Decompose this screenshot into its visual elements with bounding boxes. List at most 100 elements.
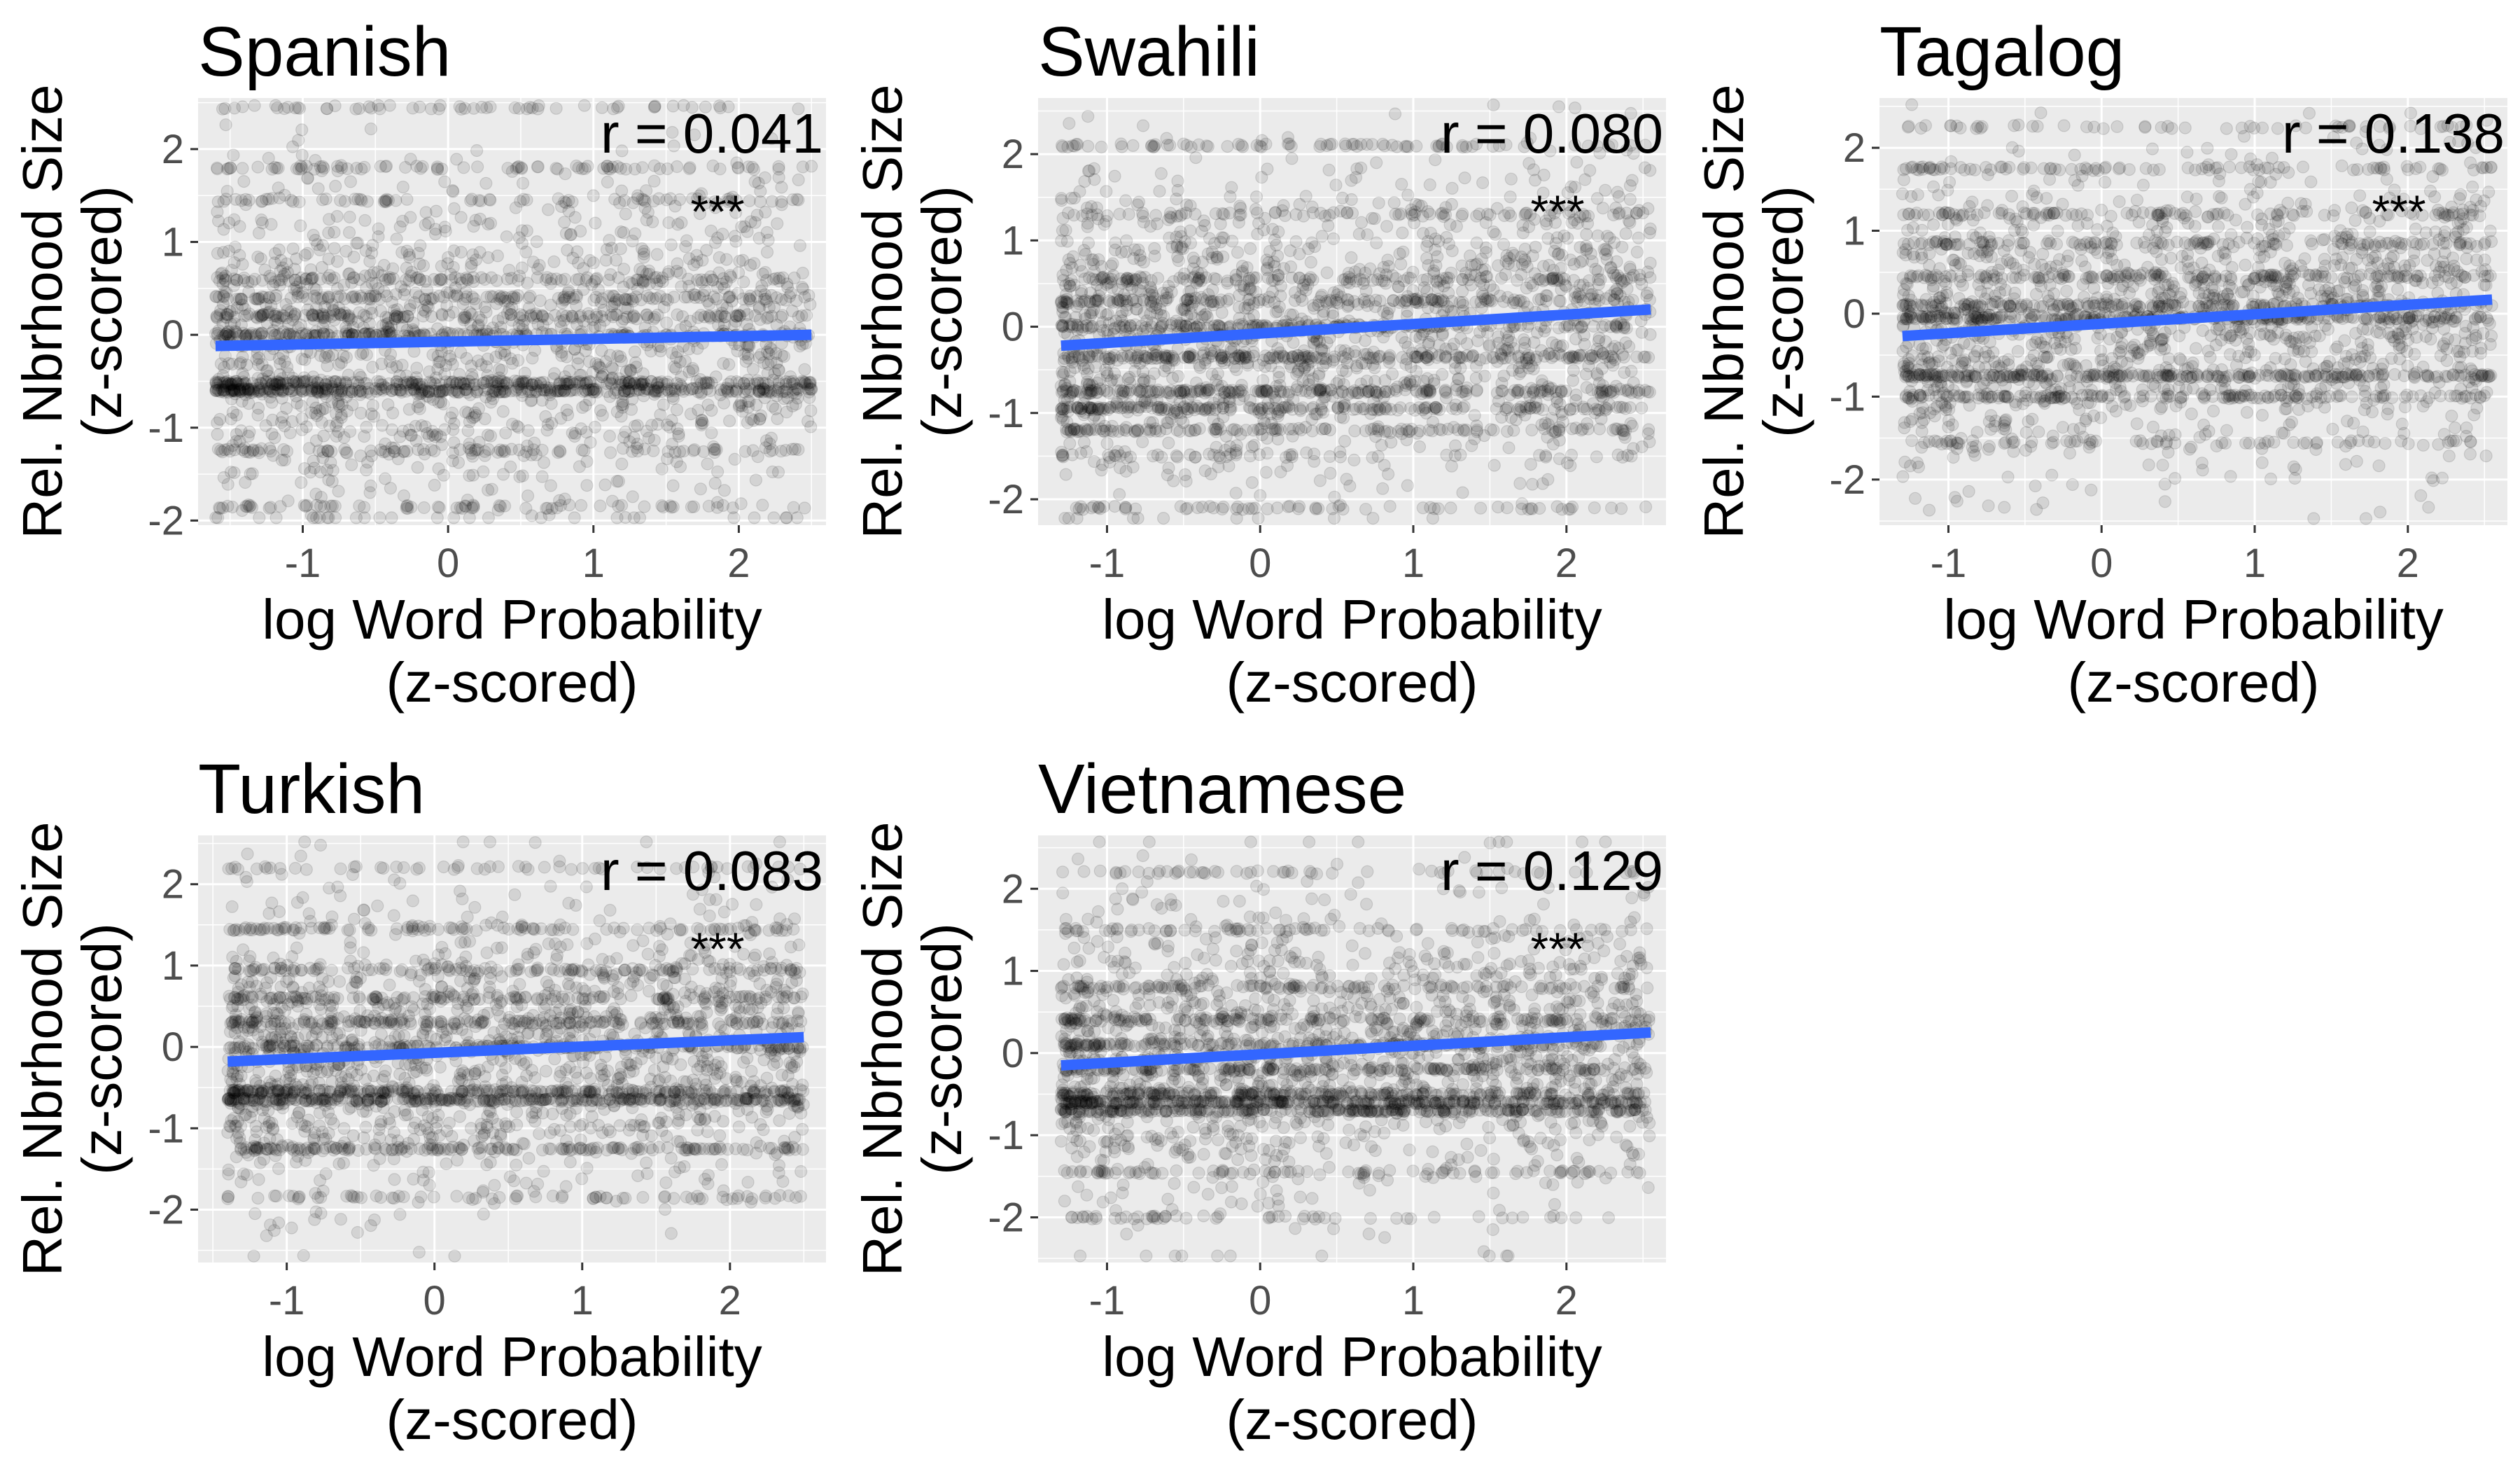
- scatter-point: [1268, 274, 1280, 286]
- scatter-point: [671, 404, 683, 416]
- scatter-point: [1624, 193, 1636, 205]
- scatter-point: [536, 471, 548, 482]
- scatter-point: [748, 258, 760, 270]
- scatter-point: [617, 443, 629, 454]
- scatter-point: [776, 199, 788, 211]
- scatter-point: [1503, 442, 1515, 454]
- scatter-point: [248, 99, 260, 111]
- scatter-point: [499, 349, 511, 361]
- scatter-point: [805, 421, 817, 433]
- scatter-point: [212, 443, 224, 455]
- scatter-point: [330, 431, 342, 443]
- scatter-point: [472, 161, 484, 173]
- scatter-point: [237, 101, 248, 113]
- scatter-point: [667, 391, 679, 403]
- scatter-point: [615, 226, 627, 238]
- scatter-point: [335, 409, 347, 421]
- scatter-point: [321, 103, 333, 115]
- scatter-point: [741, 319, 753, 331]
- scatter-point: [448, 437, 460, 449]
- scatter-point: [1567, 501, 1578, 513]
- scatter-point: [606, 361, 617, 373]
- scatter-point: [252, 161, 264, 173]
- scatter-point: [774, 275, 785, 287]
- scatter-point: [640, 425, 652, 437]
- scatter-point: [295, 160, 307, 172]
- scatter-point: [637, 265, 649, 277]
- scatter-point: [1505, 173, 1517, 185]
- scatter-point: [1300, 422, 1312, 433]
- scatter-point: [559, 168, 571, 180]
- scatter-point: [1457, 286, 1469, 298]
- scatter-point: [584, 356, 596, 368]
- scatter-point: [639, 322, 651, 334]
- scatter-point: [532, 319, 544, 331]
- scatter-point: [805, 405, 817, 417]
- scatter-point: [1101, 438, 1113, 450]
- scatter-point: [460, 286, 472, 298]
- scatter-point: [1461, 338, 1473, 349]
- scatter-point: [688, 288, 700, 300]
- scatter-point: [431, 161, 443, 173]
- scatter-point: [716, 307, 728, 319]
- scatter-point: [550, 102, 562, 114]
- scatter-point: [291, 397, 303, 409]
- scatter-point: [615, 376, 626, 388]
- scatter-point: [534, 295, 546, 307]
- scatter-point: [1222, 141, 1233, 153]
- scatter-point: [704, 298, 715, 310]
- scatter-point: [366, 307, 378, 319]
- scatter-point: [279, 454, 290, 466]
- scatter-point: [1214, 218, 1226, 230]
- scatter-point: [1401, 480, 1413, 492]
- scatter-point: [1168, 475, 1180, 487]
- scatter-point: [1321, 267, 1333, 279]
- scatter-point: [486, 483, 498, 495]
- scatter-point: [575, 225, 587, 237]
- scatter-point: [356, 195, 368, 207]
- scatter-point: [1457, 487, 1469, 499]
- scatter-point: [432, 323, 444, 335]
- scatter-point: [310, 435, 322, 447]
- scatter-point: [228, 279, 240, 291]
- scatter-point: [729, 453, 741, 465]
- scatter-point: [473, 195, 485, 207]
- scatter-point: [259, 385, 271, 397]
- scatter-point: [1504, 191, 1516, 203]
- scatter-point: [506, 165, 518, 177]
- scatter-point: [536, 512, 547, 524]
- scatter-point: [424, 366, 435, 377]
- scatter-point: [1373, 197, 1385, 209]
- scatter-point: [287, 243, 299, 255]
- scatter-point: [418, 502, 430, 514]
- scatter-point: [312, 183, 324, 195]
- scatter-point: [314, 161, 326, 173]
- scatter-point: [582, 307, 594, 319]
- scatter-point: [279, 420, 290, 432]
- scatter-point: [471, 145, 483, 157]
- scatter-point: [1620, 228, 1632, 239]
- scatter-point: [803, 290, 815, 302]
- scatter-point: [601, 176, 613, 188]
- scatter-point: [567, 252, 579, 264]
- scatter-point: [1480, 242, 1492, 254]
- panel-title: Spanish: [198, 13, 451, 91]
- scatter-point: [1114, 208, 1126, 220]
- scatter-point: [589, 217, 601, 229]
- scatter-point: [780, 406, 792, 418]
- scatter-point: [398, 490, 410, 502]
- scatter-point: [645, 375, 657, 387]
- scatter-point: [1475, 502, 1487, 514]
- scatter-point: [344, 227, 356, 239]
- scatter-point: [528, 437, 540, 449]
- scatter-point: [323, 512, 335, 524]
- scatter-point: [1516, 498, 1528, 510]
- scatter-point: [531, 161, 543, 173]
- scatter-point: [766, 289, 778, 301]
- y-tick-label: -1: [148, 405, 184, 451]
- scatter-point: [342, 313, 354, 325]
- scatter-point: [301, 278, 313, 290]
- scatter-point: [545, 277, 556, 289]
- scatter-point: [374, 512, 386, 524]
